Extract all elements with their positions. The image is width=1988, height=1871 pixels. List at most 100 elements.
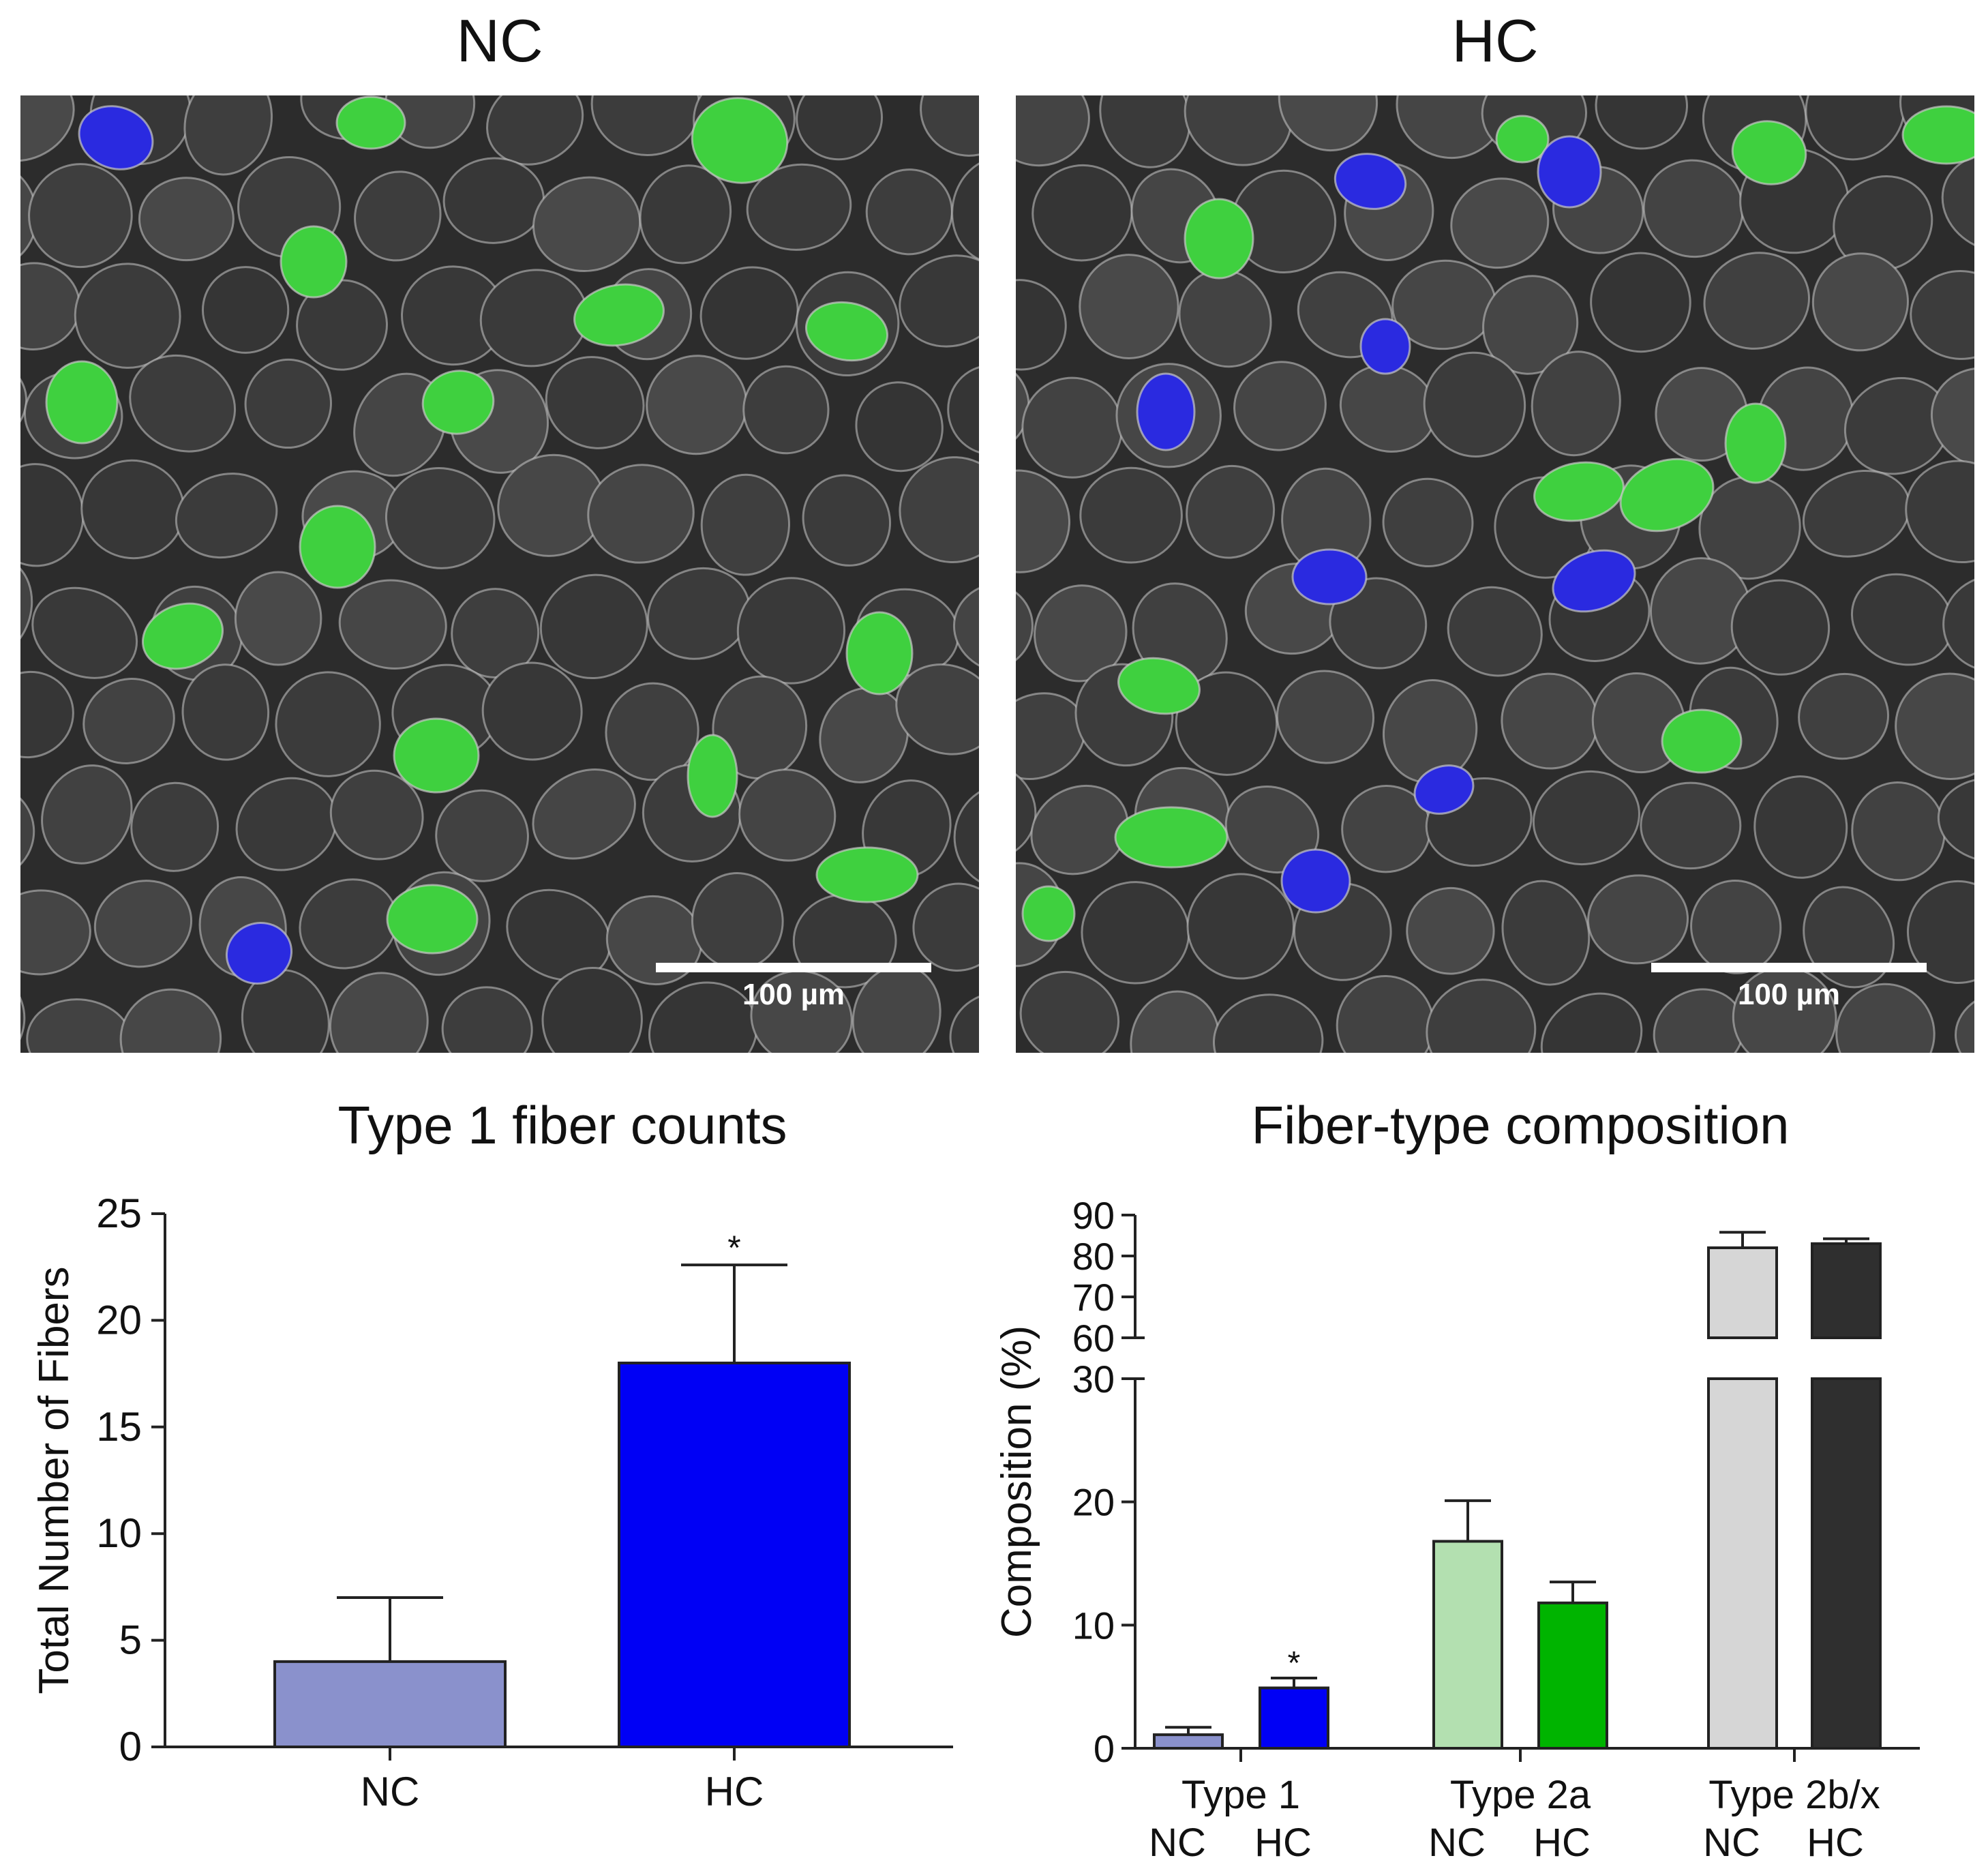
type2a-fiber	[845, 611, 914, 695]
muscle-fiber	[865, 168, 953, 256]
muscle-fiber	[1501, 880, 1591, 986]
muscle-fiber	[82, 678, 175, 765]
chart2-bar-lower-segment	[1811, 1377, 1882, 1750]
muscle-fiber	[129, 354, 237, 453]
muscle-fiber	[912, 882, 979, 972]
muscle-fiber	[1906, 880, 1974, 984]
muscle-fiber	[130, 781, 220, 872]
muscle-fiber	[953, 783, 979, 889]
muscle-fiber	[587, 464, 695, 564]
chart2-x-sub-label: NC	[1149, 1821, 1206, 1865]
muscle-fiber	[1030, 784, 1129, 875]
type1-fiber	[1280, 848, 1351, 914]
chart2-x-sub-label: HC	[1254, 1821, 1312, 1865]
type2a-fiber	[691, 97, 789, 184]
muscle-fiber	[183, 95, 273, 176]
muscle-fiber	[234, 571, 322, 666]
type2a-fiber	[804, 301, 889, 362]
type2a-fiber	[335, 95, 406, 150]
chart1-title: Type 1 fiber counts	[337, 1095, 787, 1155]
muscle-fiber	[646, 355, 748, 455]
chart1-bar-hc	[618, 1361, 851, 1748]
muscle-fiber	[74, 263, 181, 369]
chart1-y-tick-label: 15	[96, 1404, 142, 1450]
muscle-fiber	[1730, 579, 1831, 676]
chart2-x-group-label: Type 2b/x	[1708, 1773, 1880, 1817]
muscle-fiber	[1406, 886, 1495, 975]
nc-panel-title: NC	[456, 7, 543, 74]
type2a-fiber	[141, 602, 224, 670]
chart2-bar	[1432, 1540, 1503, 1750]
nc-scale-label: 100 µm	[742, 978, 845, 1011]
muscle-fiber	[1942, 575, 1974, 672]
muscle-fiber	[952, 582, 979, 673]
hc-panel-title: HC	[1451, 7, 1539, 74]
muscle-fiber	[746, 163, 852, 251]
muscle-fiber	[1642, 159, 1744, 258]
muscle-fiber	[1955, 1000, 1974, 1053]
type2a-fiber	[280, 225, 348, 299]
muscle-fiber	[605, 682, 699, 781]
chart1-bar-nc	[273, 1660, 507, 1748]
muscle-fiber	[1640, 781, 1742, 870]
muscle-fiber	[1805, 95, 1906, 161]
muscle-fiber	[1423, 351, 1526, 458]
muscle-fiber	[802, 474, 892, 567]
type2a-fiber	[45, 360, 119, 445]
muscle-fiber	[947, 364, 979, 455]
muscle-fiber	[1895, 672, 1974, 781]
chart2-y-axis-label: Composition (%)	[994, 1326, 1040, 1638]
muscle-fiber	[451, 588, 540, 678]
type1-fiber	[1537, 135, 1602, 209]
hc-micrograph: 100 µm	[1016, 95, 1974, 1053]
muscle-fiber	[275, 671, 381, 777]
chart1-y-tick-label: 25	[96, 1191, 142, 1236]
chart2-x-group-label: Type 2a	[1450, 1773, 1591, 1817]
muscle-fiber	[639, 164, 732, 265]
muscle-fiber	[1184, 95, 1293, 166]
type2a-fiber	[1021, 885, 1076, 942]
muscle-fiber	[1178, 269, 1272, 368]
chart2-x-sub-label: NC	[1428, 1821, 1486, 1865]
muscle-fiber	[895, 663, 979, 755]
muscle-fiber	[181, 663, 270, 761]
muscle-fiber	[1016, 95, 1090, 167]
muscle-fiber	[1531, 350, 1621, 457]
muscle-fiber	[1590, 252, 1691, 353]
muscle-fiber	[700, 473, 791, 576]
muscle-fiber	[1276, 670, 1375, 764]
muscle-fiber	[506, 888, 612, 981]
chart2-y-tick-label: 80	[1072, 1235, 1115, 1278]
type1-fiber	[78, 105, 154, 170]
muscle-fiber	[855, 381, 944, 473]
muscle-fiber	[647, 567, 751, 660]
chart1-y-tick-label: 10	[96, 1510, 142, 1556]
muscle-fiber	[20, 95, 75, 162]
type2a-fiber	[1661, 708, 1743, 774]
muscle-fiber	[1382, 679, 1478, 783]
type1-fiber-count-chart: 0 5 10 15 20 25 Total Number of Fibers NC * HC	[31, 1191, 953, 1814]
type2a-fiber	[687, 734, 738, 818]
muscle-fiber	[329, 769, 424, 860]
muscle-fiber	[1540, 992, 1643, 1053]
chart2-y-tick-label: 0	[1094, 1727, 1115, 1770]
chart2-bar	[1153, 1733, 1224, 1750]
muscle-fiber	[736, 577, 846, 685]
muscle-fiber	[385, 467, 496, 569]
chart2-title: Fiber-type composition	[1251, 1095, 1790, 1155]
muscle-fiber	[481, 661, 583, 761]
muscle-fiber	[138, 177, 235, 262]
type1-fiber	[1334, 153, 1407, 210]
muscle-fiber	[485, 95, 584, 166]
muscle-fiber	[1016, 469, 1071, 573]
muscle-fiber	[1811, 252, 1910, 352]
muscle-fiber	[31, 586, 138, 679]
chart2-bar-upper-segment	[1707, 1246, 1778, 1339]
muscle-fiber	[1941, 153, 1974, 253]
muscle-fiber	[20, 889, 91, 976]
muscle-fiber	[1447, 586, 1543, 677]
muscle-fiber	[175, 473, 278, 559]
muscle-fiber	[1329, 577, 1428, 670]
muscle-fiber	[93, 880, 193, 968]
type2a-fiber	[1117, 657, 1201, 715]
